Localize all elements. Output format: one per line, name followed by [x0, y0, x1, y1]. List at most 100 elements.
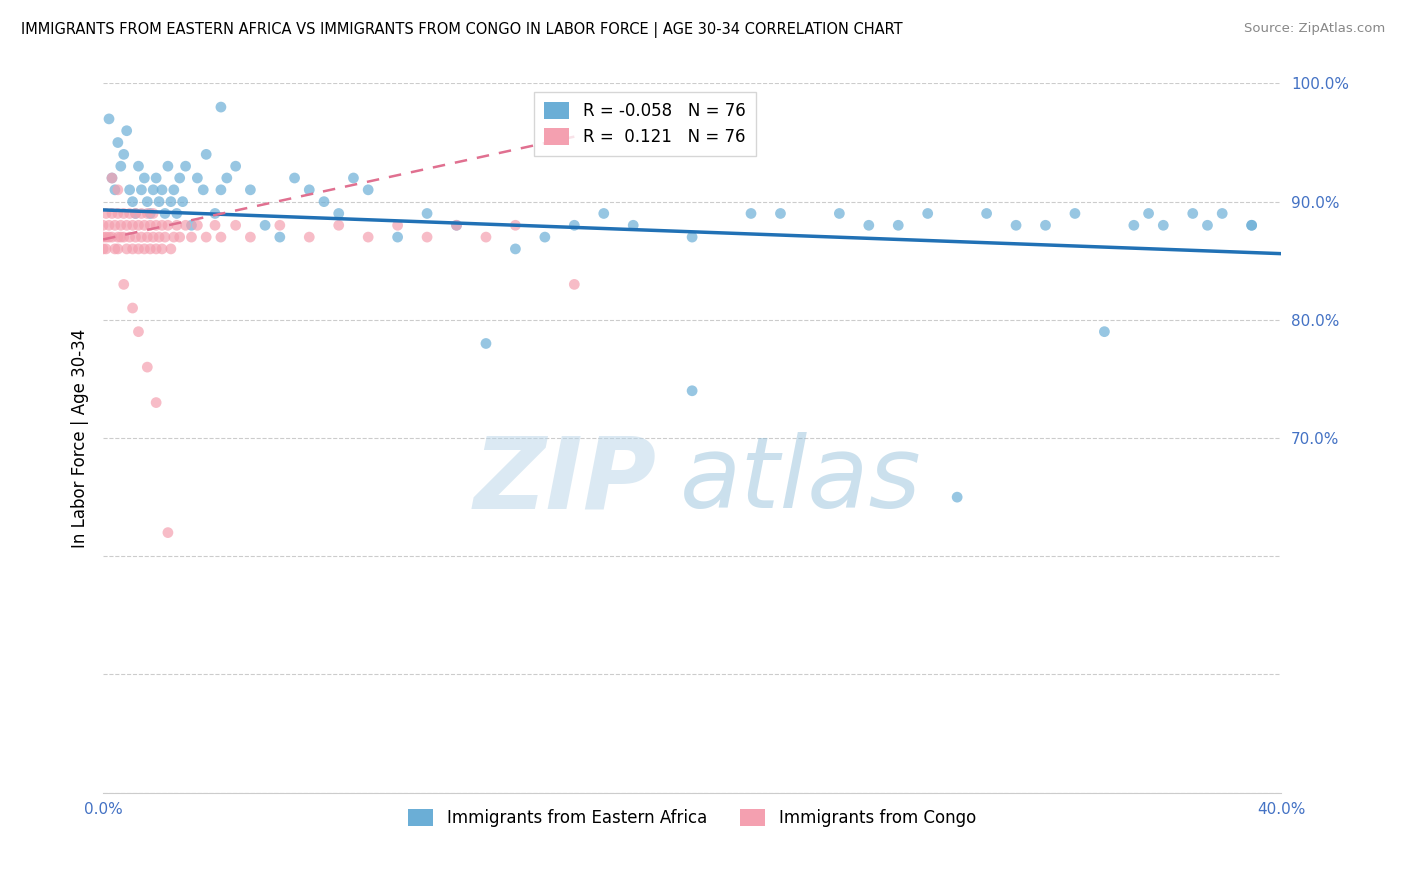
Point [195, 147, 218, 161]
Point [193, 183, 215, 197]
Point [142, 230, 165, 244]
Point [136, 206, 159, 220]
Point [298, 183, 321, 197]
Point [156, 525, 179, 540]
Point [239, 230, 262, 244]
Point [142, 206, 165, 220]
Point [98, 112, 121, 126]
Point [115, 124, 138, 138]
Point [121, 242, 143, 256]
Point [225, 159, 247, 173]
Point [887, 219, 910, 233]
Point [1152, 219, 1174, 233]
Point [156, 219, 179, 233]
Point [174, 219, 197, 233]
Point [136, 360, 159, 375]
Point [534, 230, 557, 244]
Point [139, 242, 162, 256]
Point [134, 219, 156, 233]
Point [107, 230, 129, 244]
Point [134, 242, 156, 256]
Text: ZIP: ZIP [474, 432, 657, 529]
Point [101, 230, 124, 244]
Text: Source: ZipAtlas.com: Source: ZipAtlas.com [1244, 22, 1385, 36]
Point [131, 183, 153, 197]
Point [446, 219, 468, 233]
Point [166, 206, 188, 220]
Point [112, 147, 135, 161]
Point [91, 242, 114, 256]
Point [94, 242, 117, 256]
Point [134, 171, 156, 186]
Point [127, 159, 149, 173]
Point [91, 219, 114, 233]
Point [145, 242, 167, 256]
Point [946, 490, 969, 504]
Point [592, 206, 614, 220]
Point [139, 219, 162, 233]
Point [136, 194, 159, 209]
Point [145, 395, 167, 409]
Point [769, 206, 792, 220]
Point [828, 206, 851, 220]
Point [166, 219, 188, 233]
Legend: Immigrants from Eastern Africa, Immigrants from Congo: Immigrants from Eastern Africa, Immigran… [402, 803, 983, 834]
Point [505, 219, 527, 233]
Point [1064, 206, 1087, 220]
Point [145, 171, 167, 186]
Point [91, 230, 114, 244]
Point [127, 325, 149, 339]
Point [1137, 206, 1160, 220]
Point [204, 219, 226, 233]
Point [1240, 219, 1263, 233]
Point [124, 230, 146, 244]
Point [387, 219, 409, 233]
Point [110, 159, 132, 173]
Point [186, 171, 208, 186]
Point [121, 219, 143, 233]
Point [239, 183, 262, 197]
Point [387, 230, 409, 244]
Point [172, 194, 194, 209]
Point [118, 183, 141, 197]
Point [342, 171, 364, 186]
Point [98, 230, 121, 244]
Point [283, 171, 305, 186]
Point [107, 183, 129, 197]
Point [681, 230, 703, 244]
Point [1035, 219, 1057, 233]
Point [160, 194, 183, 209]
Point [416, 206, 439, 220]
Point [150, 219, 173, 233]
Point [136, 230, 159, 244]
Point [131, 230, 153, 244]
Point [298, 230, 321, 244]
Text: IMMIGRANTS FROM EASTERN AFRICA VS IMMIGRANTS FROM CONGO IN LABOR FORCE | AGE 30-: IMMIGRANTS FROM EASTERN AFRICA VS IMMIGR… [21, 22, 903, 38]
Point [180, 219, 202, 233]
Point [110, 219, 132, 233]
Point [976, 206, 998, 220]
Point [127, 242, 149, 256]
Point [163, 183, 186, 197]
Point [1197, 219, 1219, 233]
Point [139, 206, 162, 220]
Point [121, 194, 143, 209]
Point [107, 206, 129, 220]
Point [131, 206, 153, 220]
Y-axis label: In Labor Force | Age 30-34: In Labor Force | Age 30-34 [72, 328, 89, 548]
Point [169, 230, 191, 244]
Point [115, 242, 138, 256]
Point [174, 159, 197, 173]
Point [225, 219, 247, 233]
Point [107, 136, 129, 150]
Point [1005, 219, 1028, 233]
Point [124, 206, 146, 220]
Point [1122, 219, 1144, 233]
Point [357, 183, 380, 197]
Point [475, 230, 498, 244]
Point [209, 100, 232, 114]
Point [562, 277, 585, 292]
Point [740, 206, 762, 220]
Point [101, 171, 124, 186]
Point [209, 183, 232, 197]
